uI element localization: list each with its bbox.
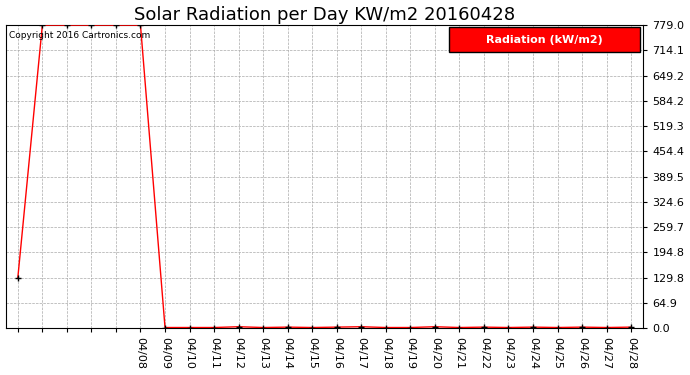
FancyBboxPatch shape bbox=[449, 27, 640, 52]
Text: Radiation (kW/m2): Radiation (kW/m2) bbox=[486, 34, 603, 45]
Text: Copyright 2016 Cartronics.com: Copyright 2016 Cartronics.com bbox=[9, 31, 150, 40]
Title: Solar Radiation per Day KW/m2 20160428: Solar Radiation per Day KW/m2 20160428 bbox=[134, 6, 515, 24]
